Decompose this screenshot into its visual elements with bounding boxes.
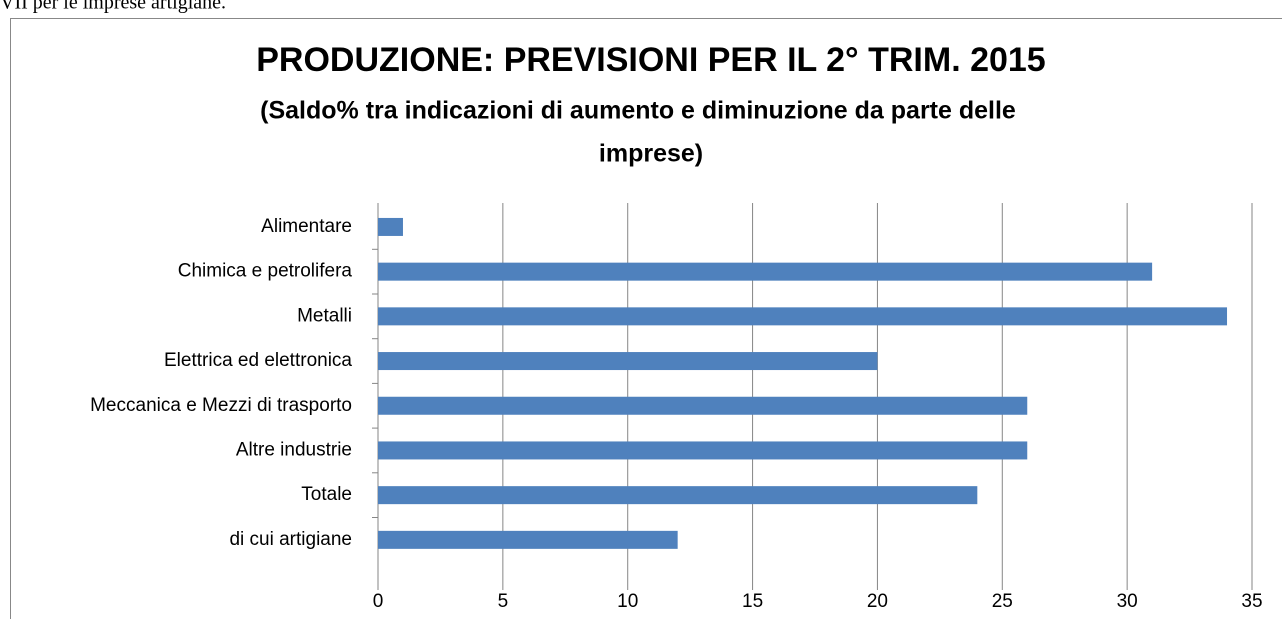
x-tick-label: 15 [742,591,763,612]
chart-subtitle: (Saldo% tra indicazioni di aumento e dim… [260,97,1016,125]
y-tick-label: Metalli [297,305,352,326]
chart-subtitle: imprese) [599,140,703,168]
y-tick-label: Totale [301,484,352,505]
x-tick-label: 5 [498,591,509,612]
x-tick-label: 30 [1117,591,1138,612]
y-tick-label: Altre industrie [236,439,352,460]
bar [378,441,1028,460]
bar [378,262,1153,281]
bar [378,530,678,549]
x-tick-label: 10 [617,591,638,612]
bar [378,396,1028,415]
x-tick-label: 25 [992,591,1013,612]
y-tick-label: di cui artigiane [229,529,352,550]
x-tick-label: 35 [1241,591,1262,612]
x-tick-label: 0 [373,591,384,612]
chart-title: PRODUZIONE: PREVISIONI PER IL 2° TRIM. 2… [256,41,1045,79]
y-tick-label: Alimentare [261,216,352,237]
bar [378,217,403,236]
page-fragment: VII per le imprese artigiane. [0,0,226,14]
bar [378,352,878,371]
y-tick-label: Elettrica ed elettronica [164,350,352,371]
bar [378,486,978,505]
y-tick-label: Chimica e petrolifera [178,261,353,282]
y-tick-label: Meccanica e Mezzi di trasporto [90,395,352,416]
bar [378,307,1228,326]
x-tick-label: 20 [867,591,888,612]
